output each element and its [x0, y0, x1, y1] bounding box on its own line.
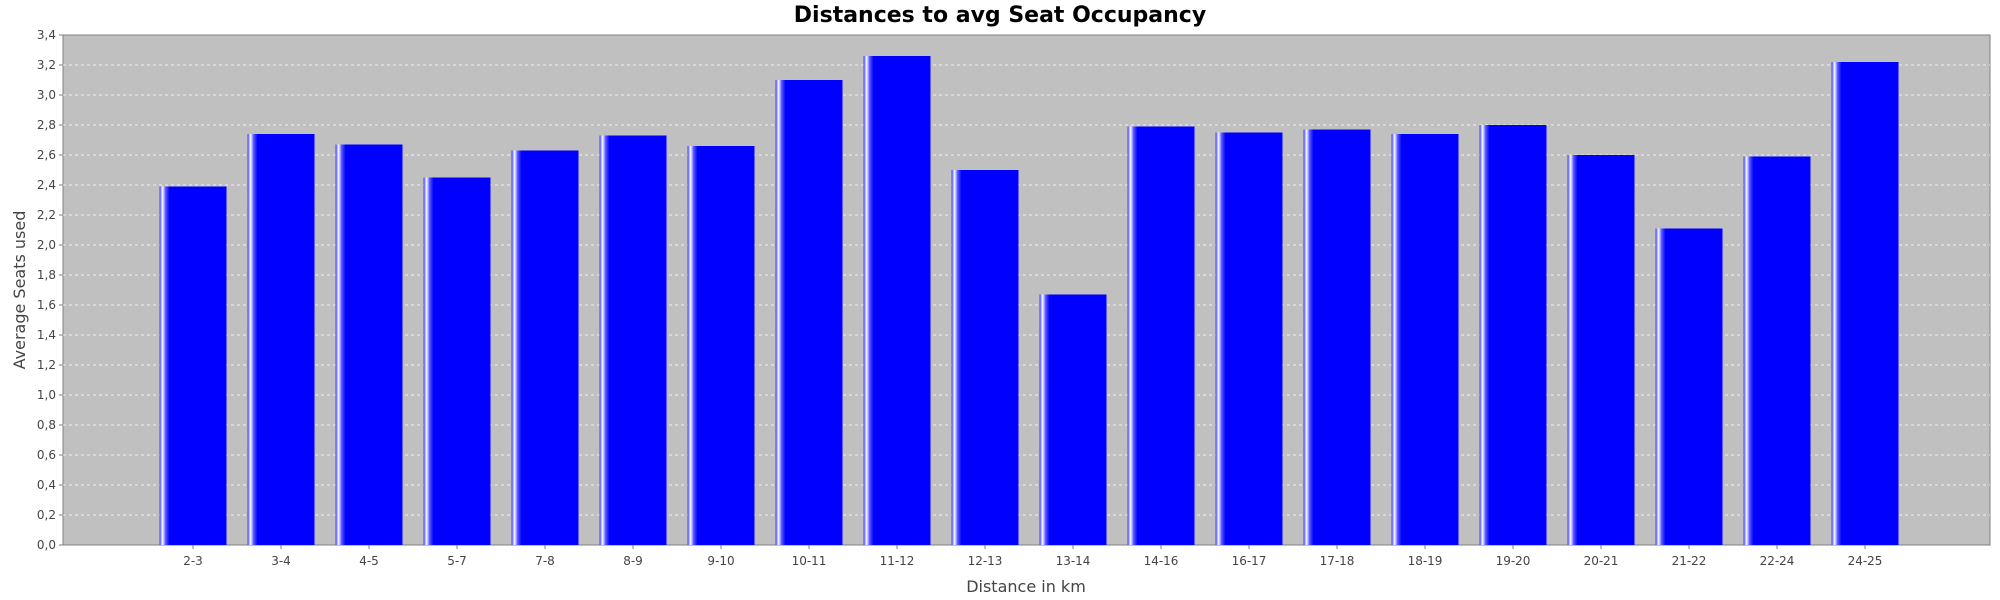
bars: [159, 56, 1899, 545]
bar: [687, 146, 755, 545]
bar: [1655, 228, 1723, 545]
y-tick-label: 2,4: [37, 178, 56, 192]
x-tick-label: 18-19: [1408, 554, 1443, 568]
x-axis-ticks: 2-3 3-4 4-5 5-7 7-8 8-9 9-10 10-11 11-12 12-13 13-…: [183, 545, 1882, 568]
y-tick-label: 2,2: [37, 208, 56, 222]
y-axis-label: Average Seats used: [10, 211, 29, 370]
x-tick-label: 8-9: [623, 554, 643, 568]
bar: [1303, 129, 1371, 545]
x-tick-label: 21-22: [1672, 554, 1707, 568]
bar: [1215, 132, 1283, 545]
y-tick-label: 0,2: [37, 508, 56, 522]
x-tick-label: 9-10: [707, 554, 734, 568]
y-tick-label: 0,6: [37, 448, 56, 462]
x-tick-label: 17-18: [1320, 554, 1355, 568]
y-tick-label: 3,4: [37, 28, 56, 42]
x-tick-label: 5-7: [447, 554, 467, 568]
x-tick-label: 13-14: [1056, 554, 1091, 568]
x-tick-label: 7-8: [535, 554, 555, 568]
y-tick-label: 1,4: [37, 328, 56, 342]
x-tick-label: 20-21: [1584, 554, 1619, 568]
bar: [1831, 62, 1899, 545]
x-axis-label: Distance in km: [966, 577, 1086, 596]
y-tick-label: 1,8: [37, 268, 56, 282]
y-tick-label: 2,6: [37, 148, 56, 162]
bar: [1743, 156, 1811, 545]
x-tick-label: 10-11: [792, 554, 827, 568]
y-tick-label: 0,0: [37, 538, 56, 552]
y-tick-label: 0,4: [37, 478, 56, 492]
bar: [863, 56, 931, 545]
bar: [423, 177, 491, 545]
y-tick-label: 1,2: [37, 358, 56, 372]
x-tick-label: 14-16: [1144, 554, 1179, 568]
x-tick-label: 12-13: [968, 554, 1003, 568]
bar: [1567, 155, 1635, 545]
bar: [1127, 126, 1195, 545]
x-tick-label: 19-20: [1496, 554, 1531, 568]
bar: [247, 134, 315, 545]
bar: [159, 186, 227, 545]
x-tick-label: 24-25: [1848, 554, 1883, 568]
x-tick-label: 4-5: [359, 554, 379, 568]
y-tick-label: 3,0: [37, 88, 56, 102]
x-tick-label: 22-24: [1760, 554, 1795, 568]
bar: [1039, 294, 1107, 545]
x-tick-label: 2-3: [183, 554, 203, 568]
y-tick-label: 3,2: [37, 58, 56, 72]
bar: [1391, 134, 1459, 545]
x-tick-label: 16-17: [1232, 554, 1267, 568]
bar: [951, 170, 1019, 545]
y-tick-label: 1,6: [37, 298, 56, 312]
y-tick-label: 2,8: [37, 118, 56, 132]
x-tick-label: 3-4: [271, 554, 291, 568]
y-tick-label: 1,0: [37, 388, 56, 402]
bar: [599, 135, 667, 545]
bar: [775, 80, 843, 545]
bar: [511, 150, 579, 545]
y-tick-label: 2,0: [37, 238, 56, 252]
y-axis-ticks: 0,0 0,2 0,4 0,6 0,8 1,0 1,2 1,4 1,6 1,8 2,0 2,2 2,4 2…: [37, 28, 63, 552]
y-tick-label: 0,8: [37, 418, 56, 432]
bar: [335, 144, 403, 545]
bar: [1479, 125, 1547, 545]
chart-title: Distances to avg Seat Occupancy: [794, 3, 1206, 28]
x-tick-label: 11-12: [880, 554, 915, 568]
